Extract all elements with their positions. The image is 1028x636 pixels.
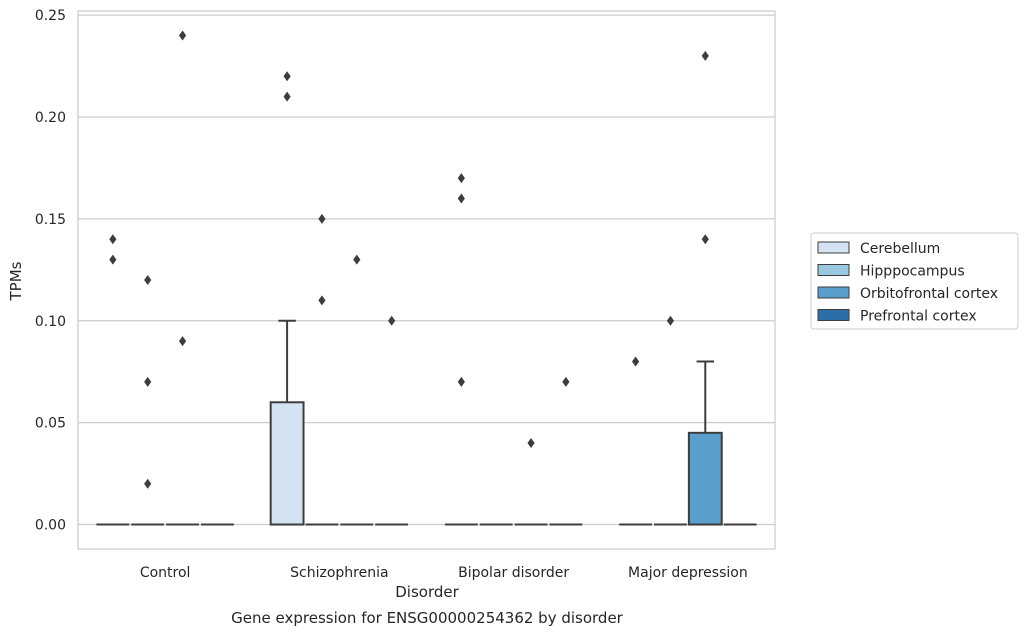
- box-orbitofrontal-cortex: [340, 254, 374, 526]
- x-tick-label: Control: [140, 565, 191, 581]
- box-hipppocampus: [305, 213, 339, 526]
- plot-frame: [77, 10, 776, 550]
- box-cerebellum: [444, 173, 478, 526]
- outlier-point: [283, 91, 291, 102]
- gridlines: [78, 14, 775, 526]
- y-axis-ticks: 0.00 0.05 0.10 0.15 0.20 0.25: [35, 8, 66, 533]
- outlier-point: [178, 336, 187, 347]
- chart-caption: Gene expression for ENSG00000254362 by d…: [231, 609, 624, 627]
- outlier-point: [457, 193, 465, 204]
- outlier-point: [109, 234, 117, 245]
- outlier-point: [109, 254, 117, 265]
- outlier-point: [318, 295, 326, 306]
- box-cerebellum: [269, 71, 305, 526]
- y-axis-title: TPMs: [7, 261, 25, 301]
- x-axis-title: Disorder: [395, 583, 459, 601]
- legend-frame: [810, 232, 1019, 330]
- y-tick-label: 0.20: [35, 110, 66, 126]
- box-cerebellum: [619, 356, 653, 526]
- box-body: [687, 431, 723, 526]
- outlier-point: [144, 478, 152, 489]
- outlier-point: [353, 254, 361, 265]
- y-tick-label: 0.05: [35, 416, 66, 432]
- outlier-point: [318, 213, 326, 224]
- box-hipppocampus: [131, 275, 165, 526]
- x-axis-ticks: Control Schizophrenia Bipolar disorder Majo…: [140, 565, 748, 581]
- x-tick-label: Major depression: [628, 565, 748, 581]
- legend: Cerebellum Hipppocampus Orbitofrontal cort…: [810, 232, 1019, 330]
- box-orbitofrontal-cortex: [166, 30, 199, 526]
- legend-swatch: [817, 286, 850, 299]
- outlier-point: [666, 315, 675, 326]
- outlier-point: [701, 234, 709, 245]
- outlier-point: [144, 376, 152, 387]
- outlier-point: [457, 376, 465, 387]
- box-body: [269, 401, 305, 526]
- legend-label: Cerebellum: [860, 241, 940, 257]
- boxes-layer: [96, 30, 757, 526]
- legend-label: Hipppocampus: [860, 264, 965, 280]
- box-prefrontal-cortex: [375, 315, 409, 526]
- outlier-point: [178, 30, 187, 41]
- y-tick-label: 0.15: [35, 212, 66, 228]
- y-tick-label: 0.25: [35, 8, 66, 24]
- outlier-point: [701, 50, 709, 61]
- outlier-point: [527, 438, 535, 449]
- outlier-point: [283, 71, 291, 82]
- x-tick-label: Bipolar disorder: [458, 565, 569, 581]
- outlier-point: [457, 173, 465, 184]
- box-hipppocampus: [654, 315, 687, 526]
- outlier-point: [562, 376, 570, 387]
- box-orbitofrontal-cortex: [514, 438, 548, 526]
- box-cerebellum: [96, 234, 130, 526]
- box-prefrontal-cortex: [549, 376, 583, 526]
- legend-swatch: [817, 264, 850, 276]
- outlier-point: [632, 356, 640, 367]
- legend-label: Orbitofrontal cortex: [860, 286, 998, 302]
- x-tick-label: Schizophrenia: [290, 565, 388, 581]
- outlier-point: [388, 315, 396, 326]
- box-orbitofrontal-cortex: [687, 50, 723, 526]
- y-tick-label: 0.00: [35, 518, 66, 534]
- legend-swatch: [817, 309, 850, 321]
- legend-swatch: [817, 241, 850, 254]
- legend-label: Prefrontal cortex: [860, 309, 977, 325]
- outlier-point: [144, 275, 152, 285]
- y-tick-label: 0.10: [35, 314, 66, 330]
